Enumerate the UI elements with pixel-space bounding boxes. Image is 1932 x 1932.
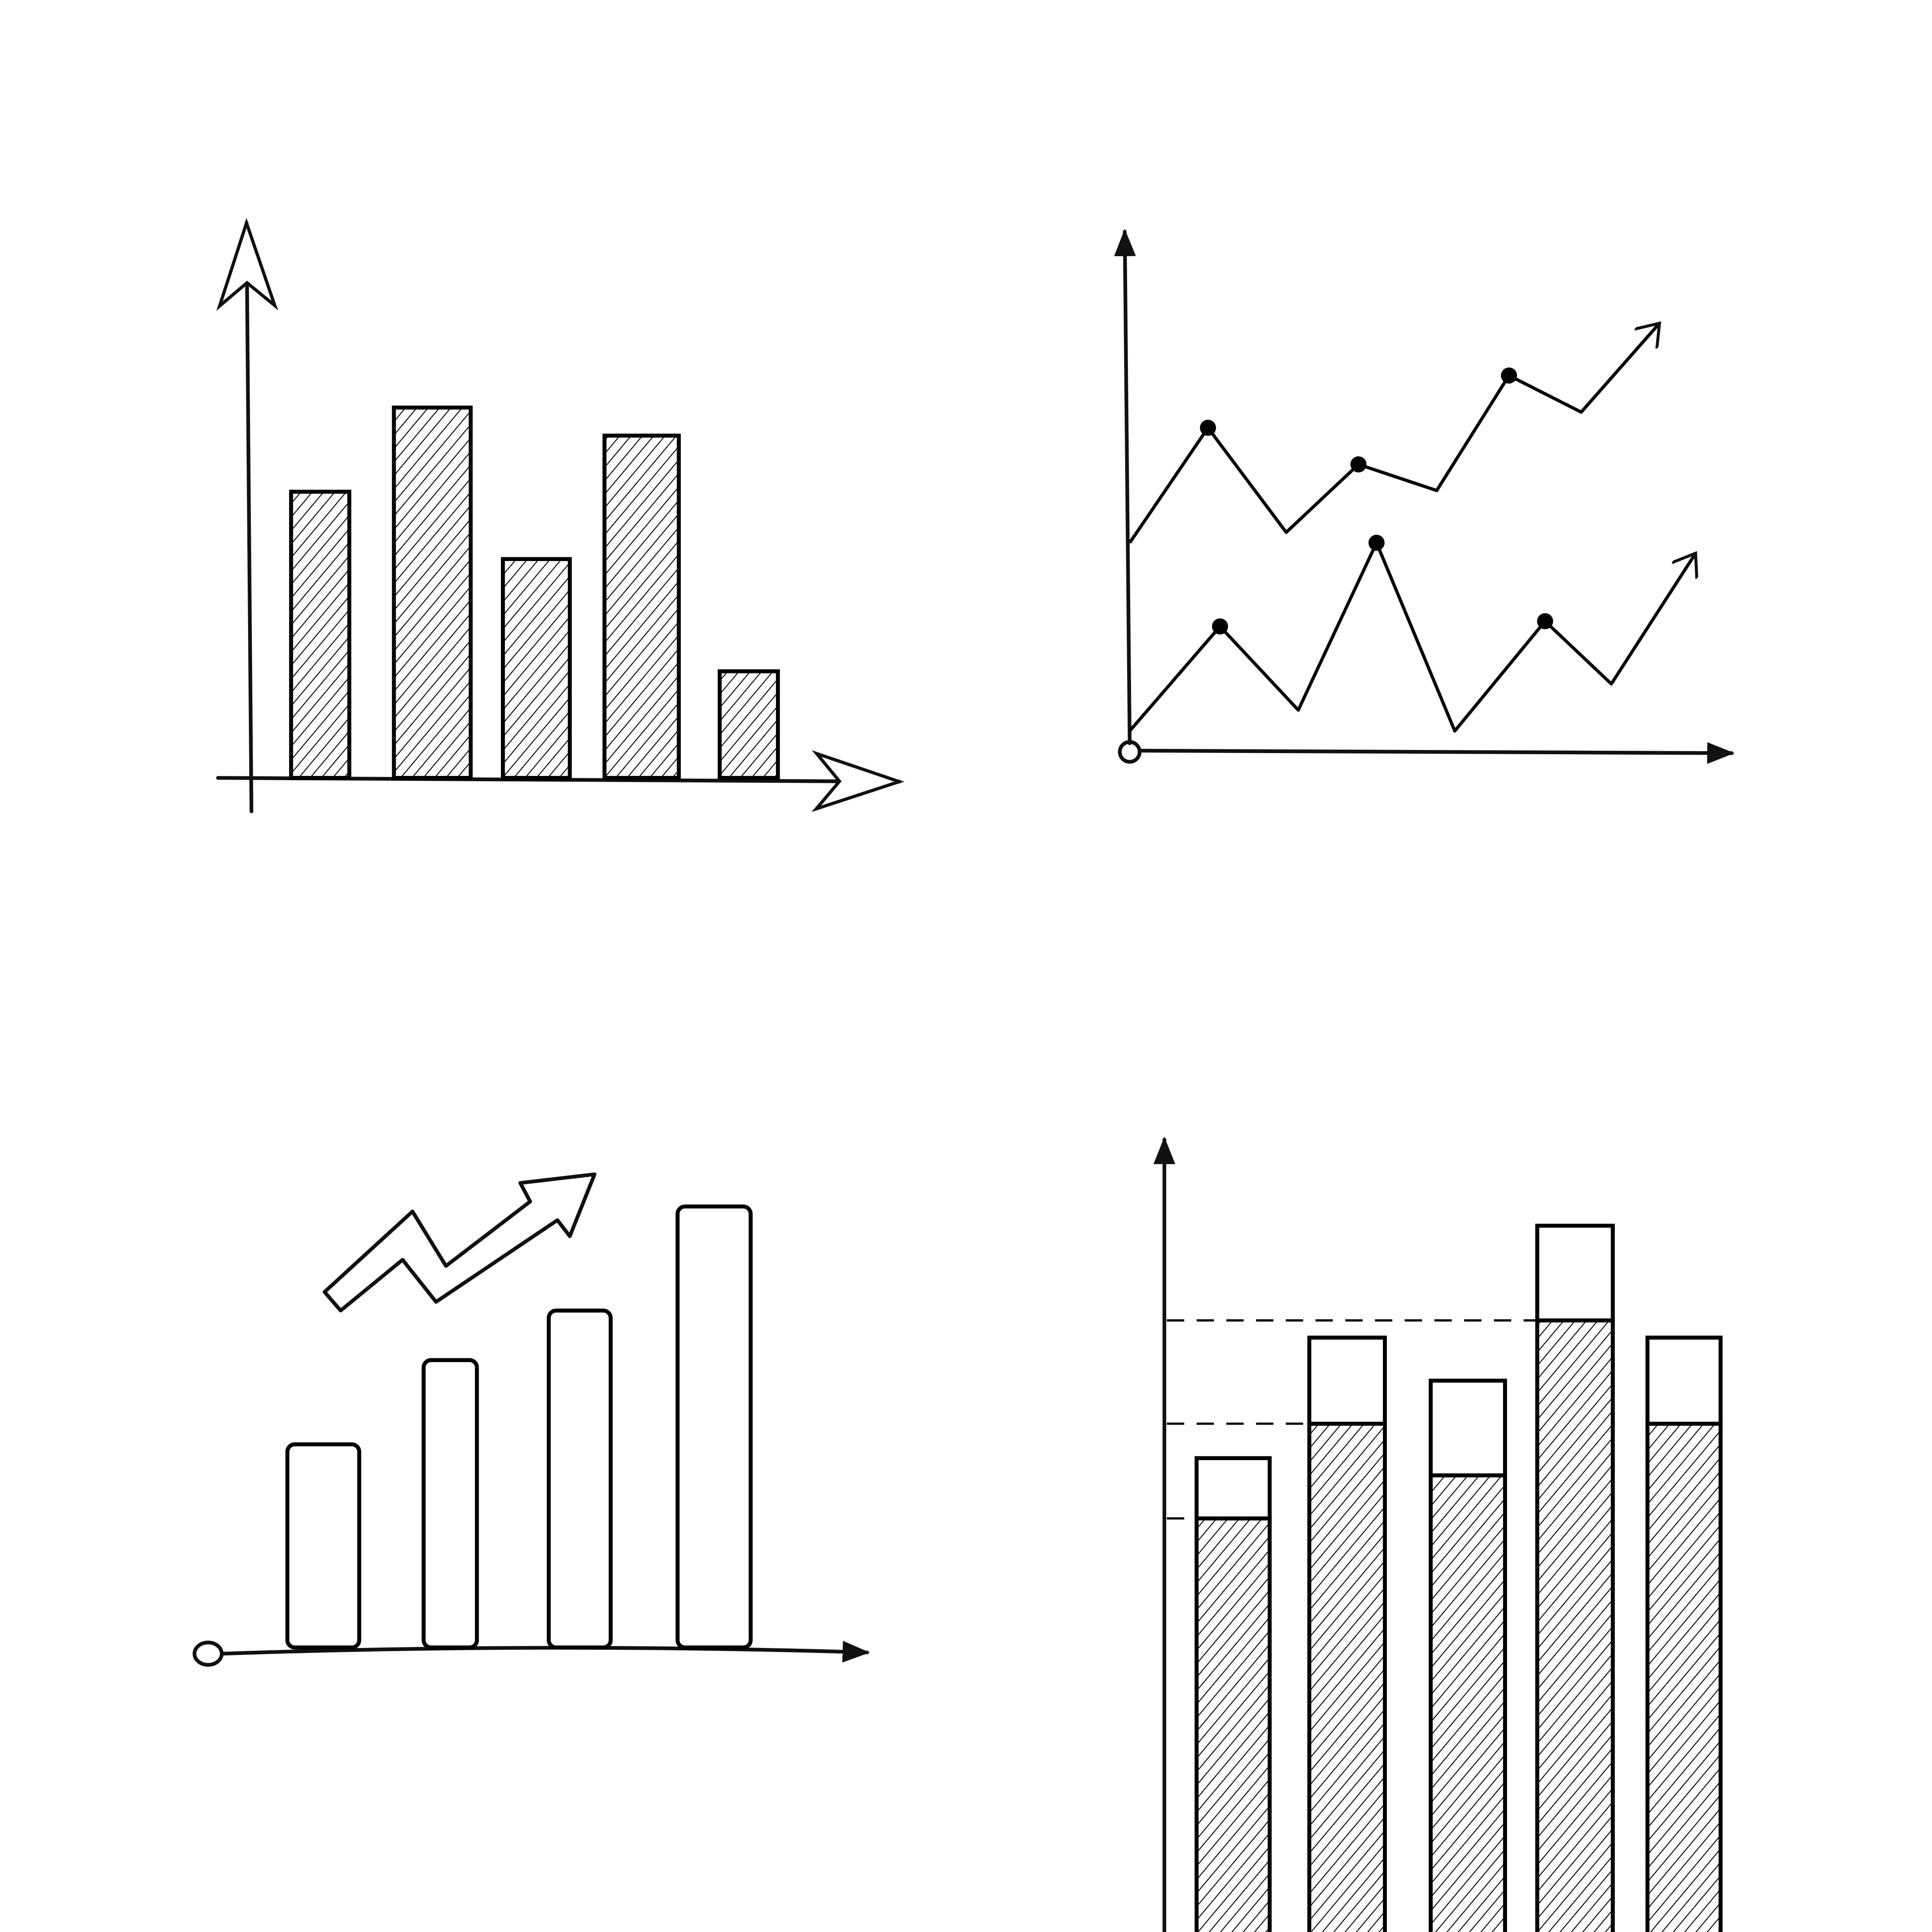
bar: [675, 1204, 753, 1650]
y-axis: [216, 218, 278, 813]
point: [1501, 367, 1517, 384]
axes-4: [1153, 1137, 1175, 1932]
line: [1128, 541, 1696, 733]
bar-segment: [1429, 1379, 1507, 1478]
bar-segment: [1307, 1422, 1387, 1932]
bar-segment: [1194, 1516, 1272, 1932]
bar-segment: [1194, 1456, 1272, 1520]
y-axis: [1114, 229, 1136, 745]
point: [1368, 534, 1385, 551]
trend-arrow: [323, 1172, 597, 1313]
bar: [501, 557, 572, 780]
bar-segment: [1307, 1335, 1387, 1426]
bar: [718, 669, 780, 780]
point: [1200, 420, 1216, 436]
x-axis: [220, 1641, 870, 1663]
bar-segment: [1645, 1422, 1723, 1932]
origin: [1118, 740, 1142, 764]
bar: [422, 1358, 479, 1650]
bar: [289, 490, 352, 780]
origin: [192, 1641, 224, 1667]
bar: [547, 1308, 613, 1650]
bar: [602, 434, 681, 780]
axes-2: [1114, 229, 1735, 764]
bar-segment: [1429, 1473, 1507, 1932]
axes-3: [192, 1172, 870, 1667]
bar: [392, 405, 473, 780]
x-axis: [1138, 742, 1735, 764]
point: [1350, 456, 1367, 473]
point: [1212, 618, 1228, 635]
bar-segment: [1535, 1223, 1615, 1323]
point: [1537, 613, 1553, 629]
line: [1128, 323, 1660, 544]
bar-segment: [1645, 1335, 1723, 1426]
bar: [285, 1442, 361, 1650]
bar-segment: [1535, 1318, 1615, 1932]
